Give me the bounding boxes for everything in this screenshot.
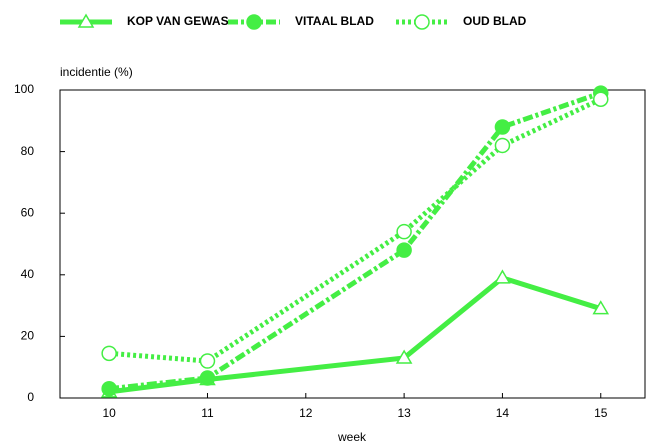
point bbox=[494, 269, 511, 284]
point bbox=[494, 119, 511, 135]
x-tick-label: 12 bbox=[299, 406, 313, 420]
x-tick-label: 10 bbox=[102, 406, 116, 420]
legend-marker bbox=[414, 14, 430, 30]
point bbox=[199, 353, 216, 369]
point bbox=[592, 300, 610, 315]
x-tick-label: 11 bbox=[201, 406, 214, 420]
legend-label: VITAAL BLAD bbox=[295, 14, 374, 28]
point bbox=[199, 370, 216, 386]
point bbox=[396, 223, 412, 240]
x-tick-label: 15 bbox=[594, 406, 608, 420]
plot-frame bbox=[59, 89, 646, 399]
y-tick-label: 20 bbox=[21, 329, 35, 343]
series-line bbox=[108, 90, 602, 392]
x-tick-label: 14 bbox=[496, 406, 510, 420]
point bbox=[593, 91, 609, 107]
point bbox=[101, 345, 117, 362]
point bbox=[395, 349, 413, 364]
y-tick-label: 0 bbox=[27, 390, 34, 404]
y-tick-label: 80 bbox=[21, 144, 35, 158]
point bbox=[101, 381, 117, 397]
point bbox=[396, 242, 412, 258]
point bbox=[494, 137, 511, 154]
y-tick-label: 40 bbox=[21, 267, 35, 281]
y-tick-label: 100 bbox=[14, 82, 34, 96]
legend-marker bbox=[77, 13, 95, 28]
y-tick-label: 60 bbox=[21, 205, 35, 219]
series-line bbox=[108, 275, 602, 395]
series-line bbox=[108, 96, 602, 364]
legend-marker bbox=[246, 14, 262, 30]
y-axis-label: incidentie (%) bbox=[60, 65, 133, 79]
x-tick-label: 13 bbox=[397, 406, 411, 420]
x-axis-label: week bbox=[337, 430, 367, 444]
legend-label: KOP VAN GEWAS bbox=[127, 14, 229, 28]
legend-label: OUD BLAD bbox=[463, 14, 527, 28]
